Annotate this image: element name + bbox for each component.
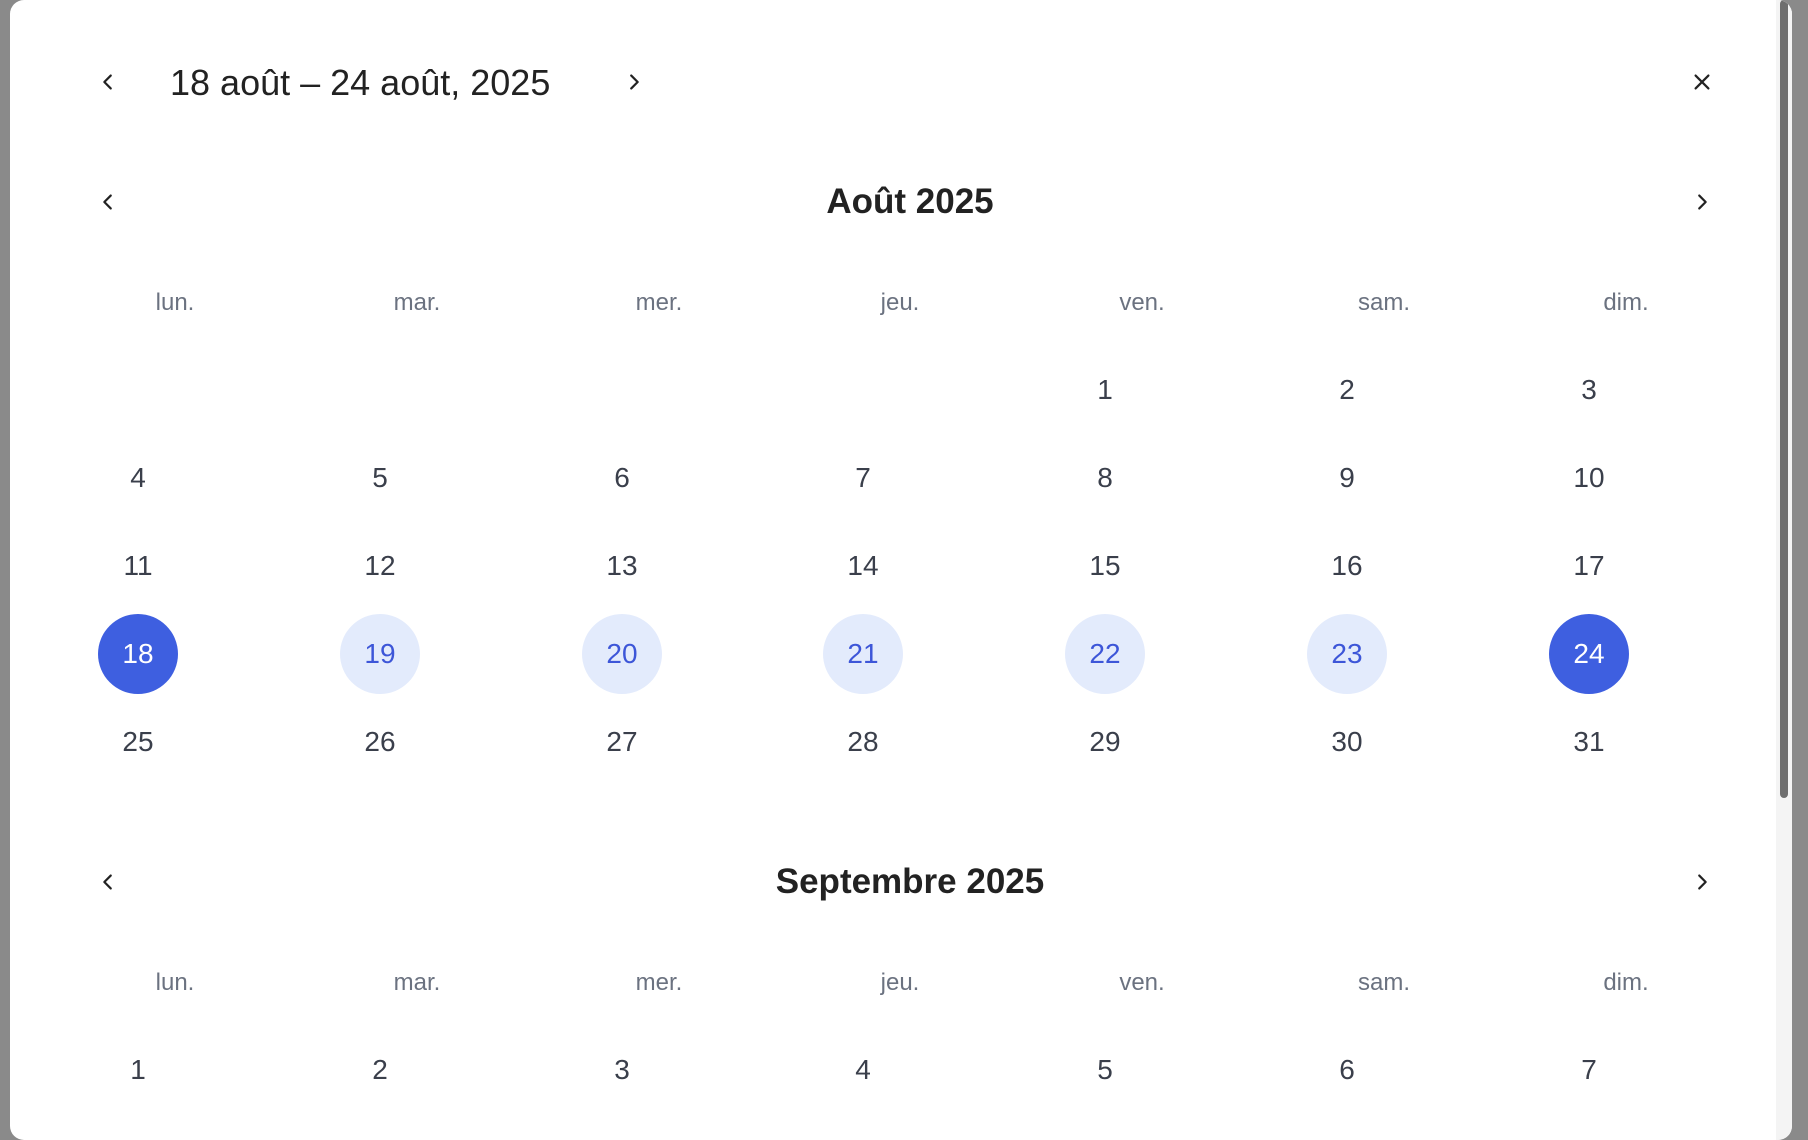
weekday-label: mar. — [393, 289, 441, 316]
weekday-label: lun. — [155, 289, 195, 316]
month-title: Août 2025 — [826, 182, 994, 221]
weekday-label: jeu. — [880, 289, 920, 316]
weekday-label: dim. — [1603, 969, 1649, 996]
next-week-button[interactable] — [612, 60, 656, 104]
scrollbar-thumb[interactable] — [1780, 0, 1788, 798]
day-cell[interactable]: 4 — [855, 1054, 871, 1085]
day-cell[interactable]: 1 — [130, 1054, 146, 1085]
day-cell[interactable]: 30 — [1331, 726, 1363, 757]
weekday-label: dim. — [1603, 289, 1649, 316]
day-cell[interactable]: 23 — [1307, 614, 1387, 694]
day-cell[interactable]: 2 — [1339, 374, 1355, 405]
day-cell[interactable]: 7 — [855, 462, 871, 493]
day-cell[interactable]: 3 — [614, 1054, 630, 1085]
day-cell[interactable]: 12 — [364, 550, 396, 581]
day-cell[interactable]: 28 — [847, 726, 879, 757]
chevron-right-icon — [1698, 194, 1707, 210]
day-cell[interactable]: 11 — [123, 550, 153, 581]
selected-range-title: 18 août – 24 août, 2025 — [170, 62, 551, 103]
day-cell[interactable]: 10 — [1573, 462, 1605, 493]
weekday-label: sam. — [1357, 289, 1410, 316]
day-cell[interactable]: 31 — [1573, 726, 1605, 757]
day-cell[interactable]: 26 — [364, 726, 396, 757]
day-cell[interactable]: 29 — [1089, 726, 1121, 757]
day-cell[interactable]: 20 — [582, 614, 662, 694]
day-cell[interactable]: 1 — [1097, 374, 1113, 405]
weekday-label: jeu. — [880, 969, 920, 996]
month-title: Septembre 2025 — [775, 862, 1045, 901]
chevron-left-icon — [103, 74, 112, 90]
close-icon — [1694, 74, 1710, 90]
day-cell[interactable]: 16 — [1331, 550, 1363, 581]
day-cell[interactable]: 21 — [823, 614, 903, 694]
previous-week-button[interactable] — [86, 60, 130, 104]
weekday-label: sam. — [1357, 969, 1410, 996]
date-range-picker-dialog: 18 août – 24 août, 2025 Août 2025 lun. ma… — [10, 0, 1792, 1140]
scrollbar[interactable] — [1776, 0, 1792, 1140]
day-cell[interactable]: 13 — [606, 550, 638, 581]
day-cell[interactable]: 6 — [1339, 1054, 1355, 1085]
day-cell[interactable]: 14 — [847, 550, 879, 581]
day-cell[interactable]: 9 — [1339, 462, 1355, 493]
day-cell[interactable]: 22 — [1065, 614, 1145, 694]
day-cell[interactable]: 5 — [372, 462, 388, 493]
day-cell[interactable]: 15 — [1089, 550, 1121, 581]
chevron-left-icon — [103, 194, 112, 210]
day-cell[interactable]: 5 — [1097, 1054, 1113, 1085]
day-cell[interactable]: 24 — [1549, 614, 1629, 694]
day-cell[interactable]: 2 — [372, 1054, 388, 1085]
day-cell[interactable]: 17 — [1573, 550, 1605, 581]
chevron-right-icon — [1698, 874, 1707, 890]
day-cell[interactable]: 8 — [1097, 462, 1113, 493]
weekday-label: ven. — [1119, 289, 1165, 316]
next-month-button[interactable] — [1680, 180, 1724, 224]
day-cell[interactable]: 3 — [1581, 374, 1597, 405]
day-cell[interactable]: 6 — [614, 462, 630, 493]
day-cell[interactable]: 19 — [340, 614, 420, 694]
weekday-label: mer. — [635, 289, 683, 316]
day-cell[interactable]: 25 — [122, 726, 154, 757]
day-cell[interactable]: 4 — [130, 462, 146, 493]
next-month-button[interactable] — [1680, 860, 1724, 904]
day-cell[interactable]: 27 — [606, 726, 638, 757]
close-button[interactable] — [1680, 60, 1724, 104]
weekday-label: mar. — [393, 969, 441, 996]
chevron-left-icon — [103, 874, 112, 890]
chevron-right-icon — [630, 74, 639, 90]
weekday-label: lun. — [155, 969, 195, 996]
weekday-label: mer. — [635, 969, 683, 996]
day-cell[interactable]: 18 — [98, 614, 178, 694]
previous-month-button[interactable] — [86, 860, 130, 904]
weekday-label: ven. — [1119, 969, 1165, 996]
day-cell[interactable]: 7 — [1581, 1054, 1597, 1085]
previous-month-button[interactable] — [86, 180, 130, 224]
